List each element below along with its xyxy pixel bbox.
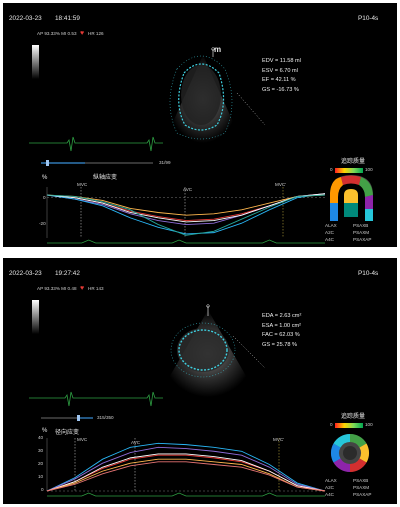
- measurement-item: EDA = 2.63 cm²: [262, 313, 302, 319]
- ecg-trace: [29, 391, 163, 407]
- view-label-alax[interactable]: ALAX: [325, 478, 337, 483]
- probe-label: P10-4s: [358, 15, 379, 22]
- exam-date: 2022-03-23: [9, 15, 42, 22]
- y-unit-label: %: [42, 428, 48, 434]
- heart-icon: ♥: [80, 30, 85, 37]
- segment-model: [330, 433, 370, 473]
- exam-time: 18:41:59: [55, 15, 80, 22]
- y-tick-label: 20: [38, 461, 44, 466]
- grayscale-bar: [32, 300, 39, 334]
- y-tick-label: 0: [43, 195, 46, 200]
- legend-max: 100: [365, 167, 373, 172]
- grayscale-bar: [32, 45, 39, 79]
- view-label-a4c[interactable]: A4C: [325, 492, 334, 497]
- measurement-list: EDA = 2.63 cm² ESA = 1.00 cm² FAC = 62.0…: [262, 312, 301, 350]
- measurement-item: GS = 25.78 %: [262, 341, 297, 348]
- event-label-mvc: MVC: [77, 437, 88, 442]
- view-label-a4c[interactable]: A4C: [325, 237, 334, 242]
- event-label-avc: AVC: [183, 187, 193, 192]
- view-label-psaxm[interactable]: PSAXM: [353, 230, 370, 235]
- tracking-contour: [178, 329, 228, 371]
- view-label-psaxm[interactable]: PSAXM: [353, 485, 370, 490]
- legend-title: 追踪质量: [341, 159, 366, 165]
- measurement-item: EF = 42.11 %: [262, 77, 296, 83]
- exam-time: 19:27:42: [55, 270, 80, 277]
- strain-chart-radial: [46, 438, 326, 497]
- frame-counter: 315/350: [97, 415, 114, 420]
- strain-series-line: [46, 442, 326, 492]
- ecg-sync-trace: [47, 239, 325, 244]
- strain-chart-longitudinal: [46, 187, 326, 244]
- legend-min: 0: [330, 422, 333, 427]
- strain-series-line: [46, 193, 326, 223]
- y-tick-label: 10: [38, 474, 44, 479]
- view-label-psaxap[interactable]: PSAXAP: [353, 492, 372, 497]
- view-label-psaxap[interactable]: PSAXAP: [353, 237, 372, 242]
- acquisition-params: AP 93.33% MI 0.48: [37, 286, 77, 291]
- echo-panel-radial: 2022-03-23 19:27:42 P10-4s AP 93.33% MI …: [3, 258, 397, 504]
- chart-title: 径向应变: [55, 430, 80, 436]
- chart-title: 纵轴应变: [93, 175, 118, 181]
- view-label-psaxb[interactable]: PSAXB: [353, 223, 369, 228]
- strain-series-line: [46, 461, 326, 492]
- view-label-a2c[interactable]: A2C: [325, 485, 334, 490]
- y-unit-label: %: [42, 175, 48, 181]
- ultrasound-image: [29, 47, 266, 166]
- segment-model: [330, 175, 373, 221]
- y-tick-label: 0: [41, 487, 44, 492]
- strain-series-line: [46, 446, 326, 492]
- event-label-mvc: MVC: [77, 182, 88, 187]
- heart-rate: HR 143: [88, 286, 104, 291]
- frame-counter: 31/99: [159, 160, 171, 165]
- marker-label: m: [214, 45, 222, 54]
- heart-icon: ♥: [80, 285, 85, 292]
- measurement-item: ESA = 1.00 cm²: [262, 322, 302, 329]
- ecg-sync-trace: [47, 492, 325, 497]
- event-label-mvc-prime: MVC': [275, 182, 287, 187]
- probe-label: P10-4s: [358, 270, 379, 277]
- measurement-item: EDV = 11.58 ml: [262, 58, 301, 64]
- y-tick-label: -20: [39, 221, 46, 226]
- strain-series-line: [46, 458, 326, 492]
- view-label-a2c[interactable]: A2C: [325, 230, 334, 235]
- ultrasound-image: [29, 304, 266, 421]
- echo-panel-longitudinal: 2022-03-23 18:41:59 P10-4s AP 93.33% MI …: [3, 3, 397, 247]
- event-label-avc: AVC: [131, 440, 141, 445]
- measurement-item: FAC = 62.03 %: [262, 332, 300, 338]
- y-tick-label: 30: [38, 448, 44, 453]
- tracking-quality-scale: [335, 423, 363, 428]
- view-label-psaxb[interactable]: PSAXB: [353, 478, 369, 483]
- exam-date: 2022-03-23: [9, 270, 42, 277]
- legend-max: 100: [365, 422, 373, 427]
- acquisition-params: AP 93.33% MI 0.53: [37, 31, 77, 36]
- measurement-list: EDV = 11.58 ml ESV = 6.70 ml EF = 42.11 …: [262, 57, 301, 95]
- strain-series-line: [46, 193, 326, 235]
- strain-series-line: [46, 194, 326, 216]
- view-label-alax[interactable]: ALAX: [325, 223, 337, 228]
- event-label-mvc-prime: MVC': [273, 437, 285, 442]
- measurement-item: ESV = 6.70 ml: [262, 67, 298, 74]
- measurement-item: GS = -16.73 %: [262, 86, 299, 93]
- legend-min: 0: [330, 167, 333, 172]
- strain-series-line: [46, 453, 326, 492]
- tracking-quality-scale: [335, 168, 363, 173]
- legend-title: 追踪质量: [341, 414, 366, 420]
- strain-series-line: [46, 194, 326, 236]
- y-tick-label: 40: [38, 435, 44, 440]
- ecg-trace: [29, 136, 163, 152]
- heart-rate: HR 126: [88, 31, 104, 36]
